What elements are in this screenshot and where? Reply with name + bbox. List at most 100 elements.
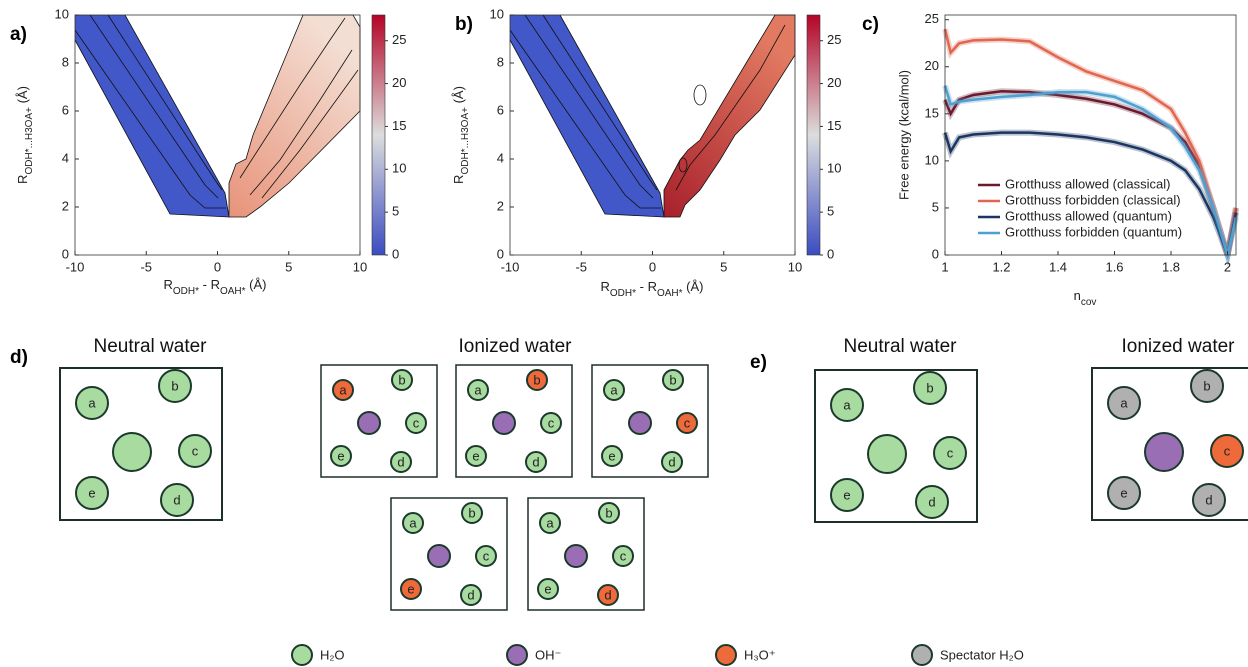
molecule [358, 412, 380, 434]
y-axis-label-part: R [451, 175, 466, 184]
y-tick-label: 10 [55, 6, 69, 21]
molecule-label: c [548, 415, 555, 430]
panel-label: d) [10, 347, 28, 368]
figure: a)RODH* - ROAH* (Å)RODH*...H3OA+ (Å)0510… [0, 0, 1248, 667]
molecule [493, 412, 515, 434]
x-axis-label-part: R [164, 277, 173, 292]
molecule [113, 433, 151, 471]
x-axis-label-part: R [601, 279, 610, 294]
y-tick-label: 8 [497, 54, 504, 69]
legend-label: H₃O⁺ [744, 647, 776, 662]
molecule-label: a [546, 515, 554, 530]
y-tick-label: 8 [62, 54, 69, 69]
colorbar-tick-label: 15 [392, 118, 406, 133]
y-tick-label: 10 [490, 6, 504, 21]
contour-a [75, 15, 360, 217]
colorbar-tick-label: 15 [827, 118, 841, 133]
molecule-label: b [533, 372, 540, 387]
x-axis-label-part: (Å) [683, 279, 704, 294]
y-axis-label: RODH*...H3OA+ (Å) [451, 86, 471, 184]
x-tick-label: -5 [140, 259, 152, 274]
molecule-label: c [413, 415, 420, 430]
molecule-label: b [398, 372, 405, 387]
legend-swatch [912, 645, 932, 665]
colorbar-tick-label: 0 [827, 246, 834, 261]
y-axis-label: RODH*...H3OA+ (Å) [15, 86, 35, 184]
molecule-label: d [1205, 492, 1212, 507]
y-tick-label: 5 [932, 199, 939, 214]
x-axis-label-part: (Å) [246, 277, 267, 292]
x-tick-label: -10 [66, 259, 85, 274]
legend-swatch [292, 645, 312, 665]
x-tick-label: 0 [649, 259, 656, 274]
molecule-label: d [532, 454, 539, 469]
colorbar-tick-label: 0 [392, 246, 399, 261]
molecule-label: c [483, 548, 490, 563]
x-tick-label: 5 [720, 259, 727, 274]
legend-swatch [507, 645, 527, 665]
y-tick-label: 2 [62, 198, 69, 213]
x-tick-label: 1.6 [1105, 259, 1123, 274]
molecule-label: e [407, 581, 414, 596]
molecule-label: e [1120, 485, 1127, 500]
molecule-label: b [1203, 378, 1210, 393]
molecule [868, 435, 906, 473]
x-axis-label-part: - R [636, 279, 657, 294]
molecule [1145, 433, 1183, 471]
molecule-label: e [472, 448, 479, 463]
y-axis-label-part: R [15, 175, 30, 184]
molecule-label: e [88, 485, 95, 500]
colorbar [807, 15, 820, 255]
y-tick-label: 6 [62, 102, 69, 117]
molecule-label: e [337, 448, 344, 463]
x-tick-label: 2 [1224, 259, 1231, 274]
colorbar-tick-label: 20 [827, 75, 841, 90]
y-axis-label-part: (Å) [451, 86, 466, 107]
panel-title: Ionized water [458, 336, 572, 357]
molecule-label: c [1224, 443, 1231, 458]
molecule [428, 545, 450, 567]
x-tick-label: 5 [285, 259, 292, 274]
legend-label: OH⁻ [535, 647, 561, 662]
molecule-label: a [474, 382, 482, 397]
molecule-label: c [684, 415, 691, 430]
y-tick-label: 2 [497, 198, 504, 213]
molecule-label: a [1120, 395, 1128, 410]
x-axis-label: RODH* - ROAH* (Å) [601, 279, 704, 299]
x-axis-label-part: ODH* [173, 286, 199, 297]
y-tick-label: 20 [925, 58, 939, 73]
x-axis-label-part: n [1074, 288, 1081, 303]
molecule-label: a [339, 382, 347, 397]
x-axis-label-part: OAH* [657, 288, 683, 299]
molecule [565, 545, 587, 567]
y-tick-label: 15 [925, 105, 939, 120]
legend-label: Grotthuss forbidden (classical) [1005, 192, 1181, 207]
y-axis-label-part: ODH*...H3OA+ [24, 107, 35, 175]
panel-label: c) [862, 14, 879, 35]
molecule-label: a [88, 395, 96, 410]
legend-swatch [716, 645, 736, 665]
y-axis-label: Free energy (kcal/mol) [896, 70, 911, 200]
colorbar-tick-label: 5 [392, 204, 399, 219]
molecule-label: e [843, 487, 850, 502]
molecule-label: c [620, 548, 627, 563]
panel-title: Neutral water [94, 336, 208, 357]
x-axis-label-part: OAH* [220, 286, 246, 297]
y-tick-label: 0 [932, 246, 939, 261]
colorbar-tick-label: 5 [827, 204, 834, 219]
colorbar-tick-label: 10 [392, 161, 406, 176]
x-tick-label: -10 [501, 259, 520, 274]
molecule-label: b [171, 378, 178, 393]
molecule-label: a [409, 515, 417, 530]
y-tick-label: 4 [62, 150, 69, 165]
colorbar-tick-label: 10 [827, 161, 841, 176]
x-tick-label: 10 [353, 259, 367, 274]
x-axis-label-part: ODH* [610, 288, 636, 299]
molecule-label: d [668, 454, 675, 469]
molecule-label: a [843, 397, 851, 412]
molecule-label: d [928, 494, 935, 509]
y-tick-label: 0 [497, 246, 504, 261]
molecule-label: d [397, 454, 404, 469]
molecule-label: b [669, 372, 676, 387]
colorbar-tick-label: 25 [827, 32, 841, 47]
